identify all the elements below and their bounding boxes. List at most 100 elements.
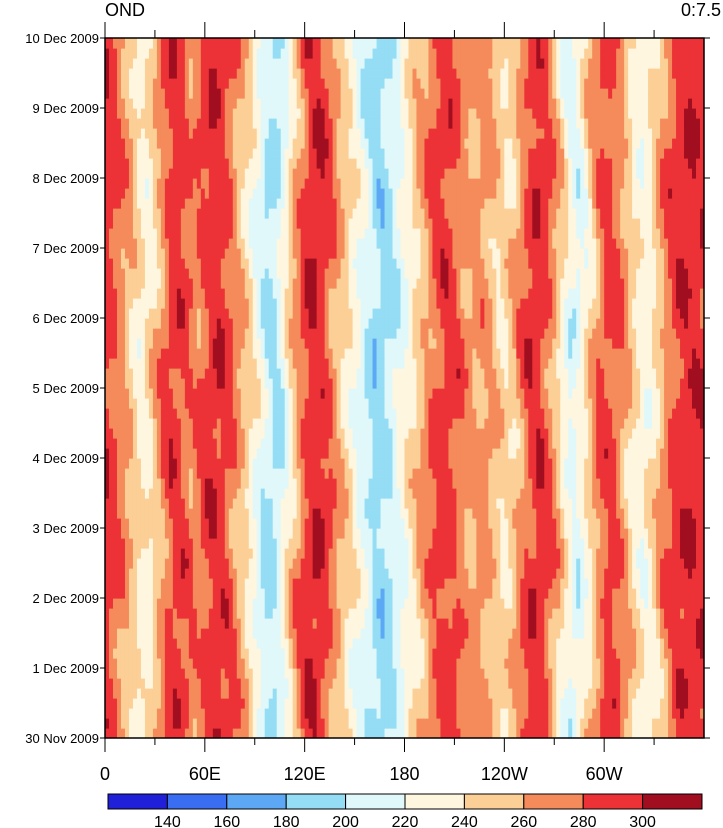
field-cell bbox=[204, 598, 210, 609]
field-cell bbox=[308, 458, 314, 469]
field-cell bbox=[188, 718, 194, 729]
field-cell bbox=[644, 598, 649, 609]
field-cell bbox=[512, 438, 517, 449]
field-cell bbox=[700, 438, 704, 449]
field-cell bbox=[664, 488, 669, 499]
field-cell bbox=[228, 698, 234, 709]
field-cell bbox=[540, 438, 545, 449]
field-cell bbox=[676, 478, 681, 489]
field-cell bbox=[628, 598, 633, 609]
field-cell bbox=[440, 608, 446, 619]
field-cell bbox=[556, 698, 561, 709]
field-cell bbox=[436, 658, 442, 669]
field-cell bbox=[188, 668, 194, 679]
field-cell bbox=[116, 568, 122, 579]
field-cell bbox=[532, 698, 537, 709]
field-cell bbox=[600, 718, 605, 729]
field-cell bbox=[164, 488, 170, 499]
field-cell bbox=[468, 568, 473, 579]
field-cell bbox=[248, 488, 254, 499]
field-cell bbox=[324, 648, 330, 659]
field-cell bbox=[364, 438, 370, 449]
field-cell bbox=[496, 588, 501, 599]
field-cell bbox=[280, 698, 286, 709]
field-cell bbox=[548, 488, 553, 499]
field-cell bbox=[288, 548, 294, 559]
field-cell bbox=[128, 438, 134, 449]
field-cell bbox=[172, 718, 178, 729]
field-cell bbox=[184, 718, 190, 729]
field-cell bbox=[356, 638, 362, 649]
field-cell bbox=[368, 608, 374, 619]
field-cell bbox=[456, 418, 461, 429]
field-cell bbox=[552, 478, 557, 489]
field-cell bbox=[420, 548, 426, 559]
field-cell bbox=[196, 698, 202, 709]
field-cell bbox=[592, 728, 597, 738]
field-cell bbox=[696, 438, 701, 449]
field-cell bbox=[240, 488, 246, 499]
field-cell bbox=[456, 468, 461, 479]
field-cell bbox=[152, 568, 158, 579]
field-cell bbox=[124, 588, 130, 599]
field-cell bbox=[184, 408, 190, 419]
field-cell bbox=[360, 688, 366, 699]
field-cell bbox=[512, 618, 517, 629]
field-cell bbox=[428, 558, 434, 569]
field-cell bbox=[620, 528, 625, 539]
field-cell bbox=[300, 418, 306, 429]
field-cell bbox=[228, 508, 234, 519]
field-cell bbox=[508, 498, 513, 509]
field-cell bbox=[140, 538, 146, 549]
field-cell bbox=[264, 538, 270, 549]
field-cell bbox=[296, 568, 302, 579]
field-cell bbox=[664, 718, 669, 729]
field-cell bbox=[604, 588, 609, 599]
field-cell bbox=[536, 488, 541, 499]
field-cell bbox=[268, 498, 274, 509]
field-cell bbox=[636, 678, 641, 689]
field-cell bbox=[224, 438, 230, 449]
field-cell bbox=[308, 418, 314, 429]
field-cell bbox=[456, 508, 461, 519]
field-cell bbox=[148, 458, 154, 469]
field-cell bbox=[160, 448, 166, 459]
field-cell bbox=[388, 428, 394, 439]
field-cell bbox=[108, 398, 114, 409]
field-cell bbox=[180, 658, 186, 669]
field-cell bbox=[108, 628, 114, 639]
field-cell bbox=[540, 588, 545, 599]
field-cell bbox=[296, 708, 302, 719]
field-cell bbox=[472, 578, 477, 589]
field-cell bbox=[528, 508, 533, 519]
field-cell bbox=[600, 588, 605, 599]
field-cell bbox=[460, 538, 465, 549]
field-cell bbox=[612, 548, 617, 559]
field-cell bbox=[252, 528, 258, 539]
field-cell bbox=[488, 528, 493, 539]
field-cell bbox=[248, 658, 254, 669]
field-cell bbox=[548, 728, 553, 738]
field-cell bbox=[204, 498, 210, 509]
field-cell bbox=[580, 568, 585, 579]
field-cell bbox=[608, 468, 613, 479]
field-cell bbox=[596, 618, 601, 629]
field-cell bbox=[152, 418, 158, 429]
field-cell bbox=[328, 558, 334, 569]
field-cell bbox=[260, 708, 266, 719]
field-cell bbox=[660, 588, 665, 599]
field-cell bbox=[324, 678, 330, 689]
field-cell bbox=[700, 408, 704, 419]
field-cell bbox=[248, 478, 254, 489]
field-cell bbox=[444, 688, 450, 699]
field-cell bbox=[124, 528, 130, 539]
field-cell bbox=[140, 508, 146, 519]
field-cell bbox=[184, 498, 190, 509]
field-cell bbox=[336, 498, 342, 509]
field-cell bbox=[144, 408, 150, 419]
field-cell bbox=[296, 528, 302, 539]
field-cell bbox=[208, 538, 214, 549]
field-cell bbox=[512, 538, 517, 549]
field-cell bbox=[208, 398, 214, 409]
field-cell bbox=[304, 688, 310, 699]
